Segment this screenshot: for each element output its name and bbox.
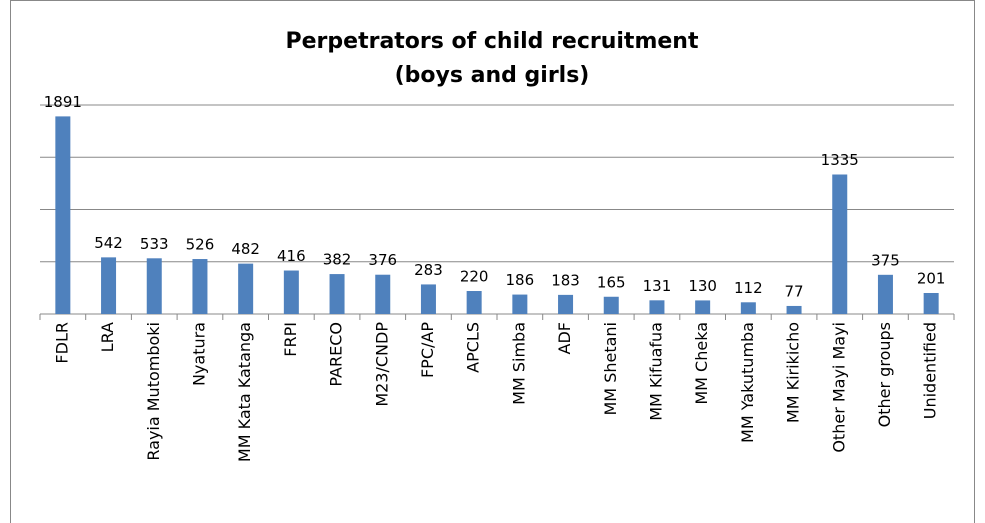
data-label: 186 bbox=[506, 271, 535, 289]
bar bbox=[192, 259, 208, 314]
data-label: 533 bbox=[140, 235, 169, 253]
x-tick-label: MM Kirikicho bbox=[784, 322, 803, 423]
x-tick-label: FPC/AP bbox=[418, 322, 437, 378]
data-label: 220 bbox=[460, 268, 489, 286]
data-label: 131 bbox=[643, 277, 672, 295]
data-label: 77 bbox=[785, 282, 804, 300]
data-label: 201 bbox=[917, 269, 946, 287]
data-label: 382 bbox=[323, 251, 352, 269]
x-tick-label: Other groups bbox=[875, 322, 894, 427]
x-tick-label: MM Kifuafua bbox=[646, 322, 665, 421]
data-label: 1335 bbox=[821, 151, 859, 169]
data-label: 482 bbox=[231, 240, 260, 258]
x-tick-label: MM Cheka bbox=[692, 322, 711, 405]
data-label: 1891 bbox=[44, 93, 82, 111]
bar bbox=[923, 292, 939, 314]
x-tick-label: MM Shetani bbox=[601, 322, 620, 416]
bar bbox=[283, 270, 299, 314]
bar bbox=[877, 274, 893, 314]
data-label: 542 bbox=[94, 234, 123, 252]
bar bbox=[740, 302, 756, 314]
bar bbox=[375, 274, 391, 314]
x-tick-label: ADF bbox=[555, 322, 574, 354]
x-tick-label: Rayia Mutomboki bbox=[144, 322, 163, 461]
x-tick-label: MM Yakutumba bbox=[738, 322, 757, 443]
bar bbox=[329, 274, 345, 314]
x-tick-label: FDLR bbox=[52, 322, 71, 364]
x-tick-label: Other Mayi Mayi bbox=[829, 322, 848, 453]
x-tick-label: Nyatura bbox=[189, 322, 208, 386]
x-tick-label: APCLS bbox=[464, 322, 483, 373]
x-tick-label: FRPI bbox=[281, 322, 300, 357]
bar bbox=[786, 305, 802, 314]
bar bbox=[466, 291, 482, 314]
bar bbox=[55, 116, 71, 314]
bar bbox=[695, 300, 711, 314]
data-label: 130 bbox=[688, 277, 717, 295]
data-label: 375 bbox=[871, 251, 900, 269]
bar bbox=[146, 258, 162, 314]
data-label: 165 bbox=[597, 273, 626, 291]
bar bbox=[420, 284, 436, 314]
data-label: 526 bbox=[186, 236, 215, 254]
data-label: 112 bbox=[734, 279, 763, 297]
x-tick-label: LRA bbox=[98, 322, 117, 352]
chart-title: (boys and girls) bbox=[395, 63, 590, 88]
data-label: 376 bbox=[368, 251, 397, 269]
x-tick-label: Unidentified bbox=[921, 322, 940, 419]
bar bbox=[558, 294, 574, 314]
x-tick-label: MM Simba bbox=[509, 322, 528, 405]
bar bbox=[832, 174, 848, 314]
bar bbox=[512, 294, 528, 314]
x-tick-label: M23/CNDP bbox=[372, 322, 391, 407]
bar bbox=[603, 296, 619, 314]
x-tick-label: MM Kata Katanga bbox=[235, 322, 254, 462]
bar bbox=[238, 263, 254, 314]
x-tick-label: PARECO bbox=[327, 322, 346, 387]
chart-title: Perpetrators of child recruitment bbox=[286, 29, 699, 54]
bar bbox=[101, 257, 117, 314]
data-label: 416 bbox=[277, 247, 306, 265]
data-label: 183 bbox=[551, 271, 580, 289]
chart-border bbox=[10, 0, 975, 523]
bar bbox=[649, 300, 665, 314]
data-label: 283 bbox=[414, 261, 443, 279]
